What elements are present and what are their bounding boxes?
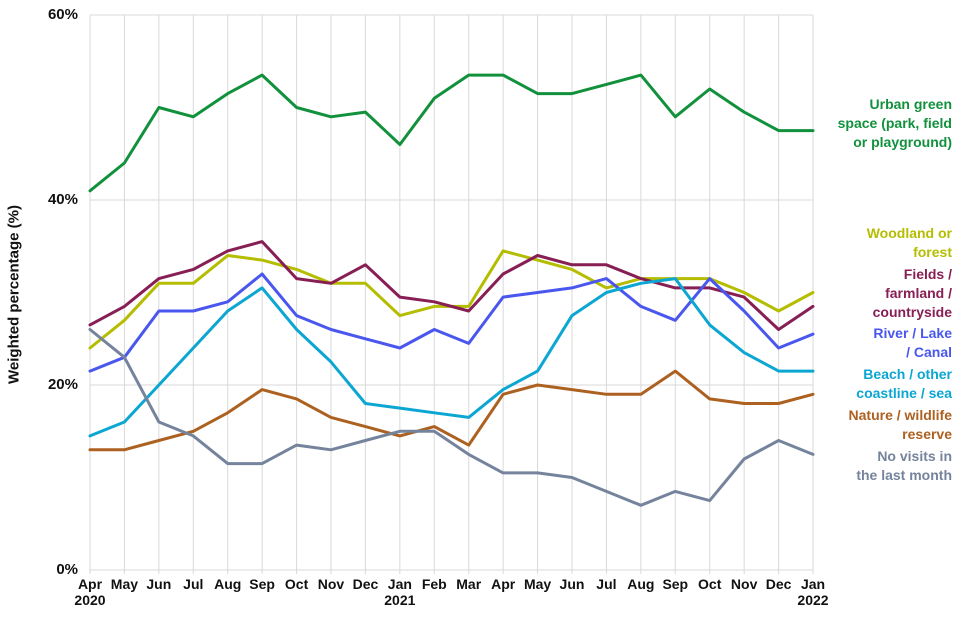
x-tick-label-apr: Apr bbox=[491, 576, 515, 592]
legend-fields-farmland-countryside: Fields / farmland / countryside bbox=[772, 265, 952, 322]
x-tick-label-dec: Dec bbox=[353, 576, 379, 592]
y-tick-label-40: 40% bbox=[47, 191, 78, 208]
x-tick-month: Jul bbox=[596, 576, 617, 592]
x-tick-label-oct: Oct bbox=[698, 576, 721, 592]
x-tick-month: Apr bbox=[491, 576, 516, 592]
legend-line: space (park, field bbox=[837, 115, 952, 131]
x-tick-month: Jan bbox=[800, 576, 826, 592]
series-line-beach-coastline-sea bbox=[88, 277, 815, 438]
x-tick-label-jul: Jul bbox=[596, 576, 616, 592]
x-tick-label-jun: Jun bbox=[560, 576, 585, 592]
x-tick-month: Dec bbox=[765, 576, 792, 592]
x-tick-year: 2021 bbox=[384, 592, 416, 608]
x-tick-label-oct: Oct bbox=[285, 576, 308, 592]
legend-line: farmland / bbox=[885, 285, 952, 301]
x-tick-label-nov: Nov bbox=[318, 576, 344, 592]
legend-line: Fields / bbox=[903, 266, 952, 282]
legend-line: No visits in bbox=[877, 448, 952, 464]
x-tick-month: Jun bbox=[146, 576, 172, 592]
x-tick-label-jul: Jul bbox=[183, 576, 203, 592]
x-tick-label-may: May bbox=[524, 576, 551, 592]
legend-no-visits-last-month: No visits in the last month bbox=[772, 447, 952, 485]
legend-line: reserve bbox=[902, 426, 952, 442]
legend-beach-coastline-sea: Beach / other coastline / sea bbox=[772, 365, 952, 403]
x-tick-month: Oct bbox=[284, 576, 309, 592]
x-tick-year: 2020 bbox=[74, 592, 106, 608]
x-tick-label-sep: Sep bbox=[662, 576, 688, 592]
series-line-fields-farmland-countryside bbox=[88, 240, 815, 331]
y-tick-label-0: 0% bbox=[56, 561, 78, 578]
x-tick-month: Jun bbox=[559, 576, 585, 592]
legend-line: the last month bbox=[856, 467, 952, 483]
x-tick-label-jan-2022: Jan 2022 bbox=[797, 576, 828, 608]
x-tick-month: Aug bbox=[627, 576, 655, 592]
legend-line: forest bbox=[913, 244, 952, 260]
x-tick-month: Sep bbox=[662, 576, 689, 592]
x-tick-label-nov: Nov bbox=[731, 576, 757, 592]
x-tick-month: Dec bbox=[352, 576, 379, 592]
x-tick-month: May bbox=[110, 576, 139, 592]
x-tick-month: Nov bbox=[317, 576, 345, 592]
x-tick-label-mar: Mar bbox=[456, 576, 481, 592]
x-tick-month: Jan bbox=[387, 576, 412, 592]
y-tick-label-20: 20% bbox=[47, 376, 78, 393]
legend-line: Nature / wildlife bbox=[848, 407, 952, 423]
series-line-urban-green-space bbox=[88, 73, 815, 193]
x-tick-label-jun: Jun bbox=[146, 576, 171, 592]
x-tick-month: Aug bbox=[214, 576, 242, 592]
series-line-nature-wildlife-reserve bbox=[88, 369, 815, 452]
legend-line: Woodland or bbox=[866, 225, 952, 241]
x-tick-label-dec: Dec bbox=[766, 576, 792, 592]
x-tick-month: Sep bbox=[249, 576, 275, 592]
legend-nature-wildlife-reserve: Nature / wildlife reserve bbox=[772, 406, 952, 444]
x-tick-month: Oct bbox=[698, 576, 722, 592]
x-tick-label-may: May bbox=[111, 576, 138, 592]
legend-line: River / Lake bbox=[873, 325, 952, 341]
legend-line: or playground) bbox=[853, 134, 952, 150]
legend-line: countryside bbox=[872, 304, 952, 320]
legend-river-lake-canal: River / Lake / Canal bbox=[772, 324, 952, 362]
legend-line: Beach / other bbox=[863, 366, 952, 382]
x-tick-label-apr-2020: Apr 2020 bbox=[74, 576, 105, 608]
x-tick-month: Feb bbox=[421, 576, 447, 592]
x-tick-month: May bbox=[523, 576, 552, 592]
x-tick-label-aug: Aug bbox=[627, 576, 654, 592]
legend-line: coastline / sea bbox=[856, 385, 952, 401]
x-tick-month: Jul bbox=[183, 576, 204, 592]
legend-line: / Canal bbox=[906, 344, 952, 360]
x-tick-label-sep: Sep bbox=[249, 576, 275, 592]
x-tick-label-feb: Feb bbox=[422, 576, 447, 592]
legend-line: Urban green bbox=[869, 96, 952, 112]
x-tick-label-jan-2021: Jan 2021 bbox=[384, 576, 415, 608]
legend-urban-green-space: Urban green space (park, field or playgrou… bbox=[772, 95, 952, 152]
x-tick-year: 2022 bbox=[797, 592, 829, 608]
legend-woodland-forest: Woodland or forest bbox=[772, 224, 952, 262]
x-tick-label-aug: Aug bbox=[214, 576, 241, 592]
series-line-no-visits-last-month bbox=[88, 328, 815, 507]
x-tick-month: Mar bbox=[456, 576, 482, 592]
x-tick-month: Nov bbox=[730, 576, 758, 592]
y-axis-title: Weighted percentage (%) bbox=[5, 205, 23, 384]
x-tick-month: Apr bbox=[77, 576, 103, 592]
y-tick-label-60: 60% bbox=[47, 6, 78, 23]
